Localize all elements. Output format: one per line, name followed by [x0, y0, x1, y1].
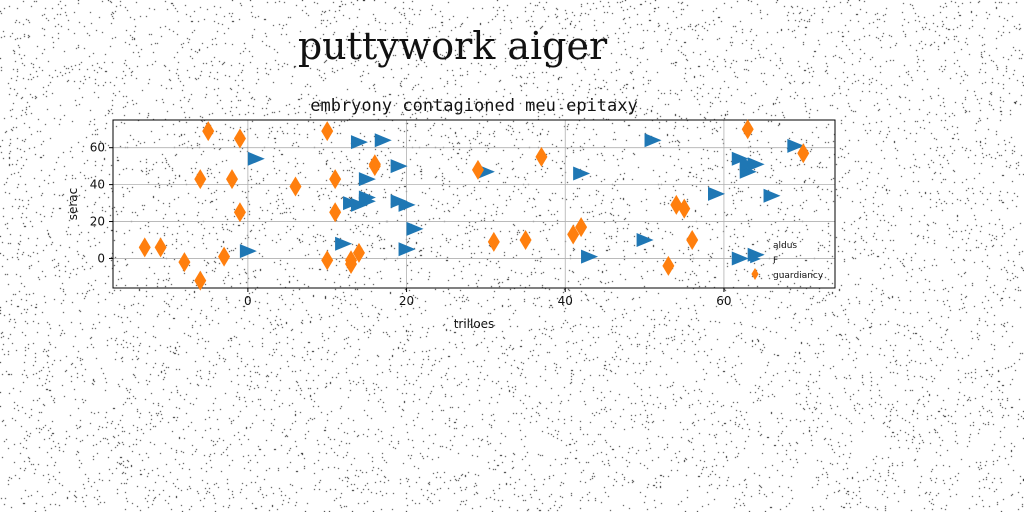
- grid: [113, 120, 835, 288]
- data-point-guardiancy: [345, 250, 358, 271]
- data-point-guardiancy: [368, 154, 381, 175]
- data-point-guardiancy: [194, 169, 207, 190]
- data-point-guardiancy: [797, 143, 810, 164]
- data-point-f: [239, 244, 257, 259]
- data-point-guardiancy: [567, 224, 580, 245]
- data-point-f: [358, 172, 376, 187]
- data-point-guardiancy: [194, 270, 207, 291]
- data-point-f: [398, 197, 416, 212]
- chart-title: embryony contagioned meu epitaxy: [310, 96, 638, 116]
- data-point-guardiancy: [741, 119, 754, 140]
- data-point-guardiancy: [321, 121, 334, 142]
- data-marks: [138, 119, 810, 291]
- legend-label: F: [773, 256, 778, 266]
- y-tick-label: 0: [97, 251, 105, 265]
- data-point-guardiancy: [138, 237, 151, 258]
- x-tick-label: 40: [558, 294, 573, 308]
- data-point-guardiancy: [154, 237, 167, 258]
- data-point-f: [350, 135, 368, 150]
- data-point-guardiancy: [218, 246, 231, 267]
- legend-marker: [750, 254, 761, 264]
- data-point-f: [731, 251, 749, 266]
- data-point-f: [707, 186, 725, 201]
- x-tick-label: 60: [716, 294, 731, 308]
- data-point-guardiancy: [471, 159, 484, 180]
- y-axis-label: serac: [66, 188, 80, 221]
- data-point-guardiancy: [487, 231, 500, 252]
- data-point-guardiancy: [575, 217, 588, 238]
- axes-frame: [112, 119, 836, 289]
- data-point-f: [335, 236, 353, 251]
- legend-label: guardiancy: [773, 271, 824, 281]
- data-point-guardiancy: [178, 252, 191, 273]
- data-point-f: [406, 221, 424, 236]
- x-tick-label: 20: [399, 294, 414, 308]
- data-point-f: [398, 242, 416, 257]
- data-point-f: [374, 133, 392, 148]
- data-point-guardiancy: [686, 230, 699, 250]
- data-point-f: [358, 190, 376, 205]
- y-tick-label: 40: [90, 178, 105, 192]
- data-point-f: [390, 159, 408, 174]
- data-point-f: [247, 151, 265, 166]
- x-tick-label: 0: [244, 294, 252, 308]
- data-point-f: [747, 157, 765, 172]
- data-point-guardiancy: [202, 121, 215, 142]
- legend-marker: [751, 268, 759, 280]
- data-point-guardiancy: [662, 255, 675, 276]
- data-point-guardiancy: [352, 242, 365, 263]
- x-axis-label: trilloes: [454, 317, 495, 331]
- page-title: puttywork aiger: [297, 24, 608, 68]
- data-point-guardiancy: [289, 176, 302, 197]
- data-point-guardiancy: [519, 230, 532, 250]
- data-point-guardiancy: [226, 169, 239, 190]
- axis-ticks: 0 20 40 60 0 20 40 60: [90, 141, 732, 308]
- data-point-f: [581, 249, 599, 264]
- data-point-guardiancy: [233, 128, 246, 149]
- y-tick-label: 60: [90, 141, 105, 155]
- data-point-guardiancy: [233, 202, 246, 223]
- data-point-f: [636, 233, 654, 247]
- data-point-guardiancy: [321, 250, 334, 271]
- data-point-f: [573, 166, 591, 181]
- data-point-f: [644, 133, 662, 148]
- data-point-guardiancy: [329, 202, 342, 223]
- data-point-f: [787, 138, 805, 153]
- data-point-guardiancy: [329, 169, 342, 190]
- data-point-f: [763, 188, 781, 203]
- y-tick-label: 20: [90, 215, 105, 229]
- legend-label: aldus: [773, 241, 797, 251]
- data-point-guardiancy: [535, 146, 548, 167]
- data-point-guardiancy: [678, 198, 691, 219]
